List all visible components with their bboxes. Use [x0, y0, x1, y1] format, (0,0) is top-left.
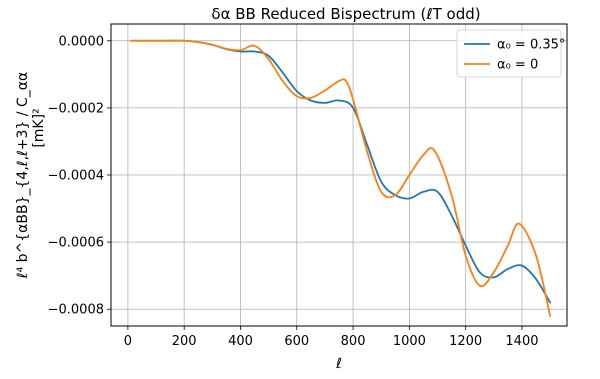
legend: α₀ = 0.35° α₀ = 0 — [456, 29, 565, 78]
y-axis-label: ℓ⁴ b^{αBB}_{4,ℓ,ℓ+3} / C_αα — [15, 72, 31, 279]
y-tick-label: 0.0000 — [59, 34, 105, 49]
x-tick-label: 800 — [341, 334, 366, 349]
legend-box — [456, 29, 562, 78]
x-tick-label: 1400 — [505, 334, 538, 349]
x-tick-label: 1000 — [393, 334, 426, 349]
x-axis-label: ℓ — [335, 356, 342, 372]
legend-label: α₀ = 0.35° — [497, 38, 565, 53]
x-tick-label: 200 — [172, 334, 197, 349]
ticks: 0 200 400 600 800 1000 1200 1400 0.0000 −0.0002 −0… — [48, 34, 539, 349]
y-axis-label-group: ℓ⁴ b^{αBB}_{4,ℓ,ℓ+3} / C_αα — [15, 72, 31, 279]
y-tick-label: −0.0006 — [48, 236, 104, 251]
y-tick-label: −0.0008 — [48, 303, 104, 318]
x-tick-label: 400 — [228, 334, 253, 349]
series-line-1 — [129, 39, 552, 317]
y-tick-label: −0.0004 — [48, 169, 104, 184]
legend-label: α₀ = 0 — [497, 58, 538, 73]
y-axis-unit: [mK]² — [31, 108, 47, 147]
y-axis-unit-group: [mK]² — [31, 108, 47, 147]
series-layer — [129, 39, 552, 317]
x-tick-label: 0 — [124, 334, 132, 349]
chart-title: δα BB Reduced Bispectrum (ℓT odd) — [211, 5, 480, 23]
y-tick-label: −0.0002 — [48, 101, 104, 116]
x-tick-label: 600 — [284, 334, 309, 349]
x-tick-label: 1200 — [449, 334, 482, 349]
